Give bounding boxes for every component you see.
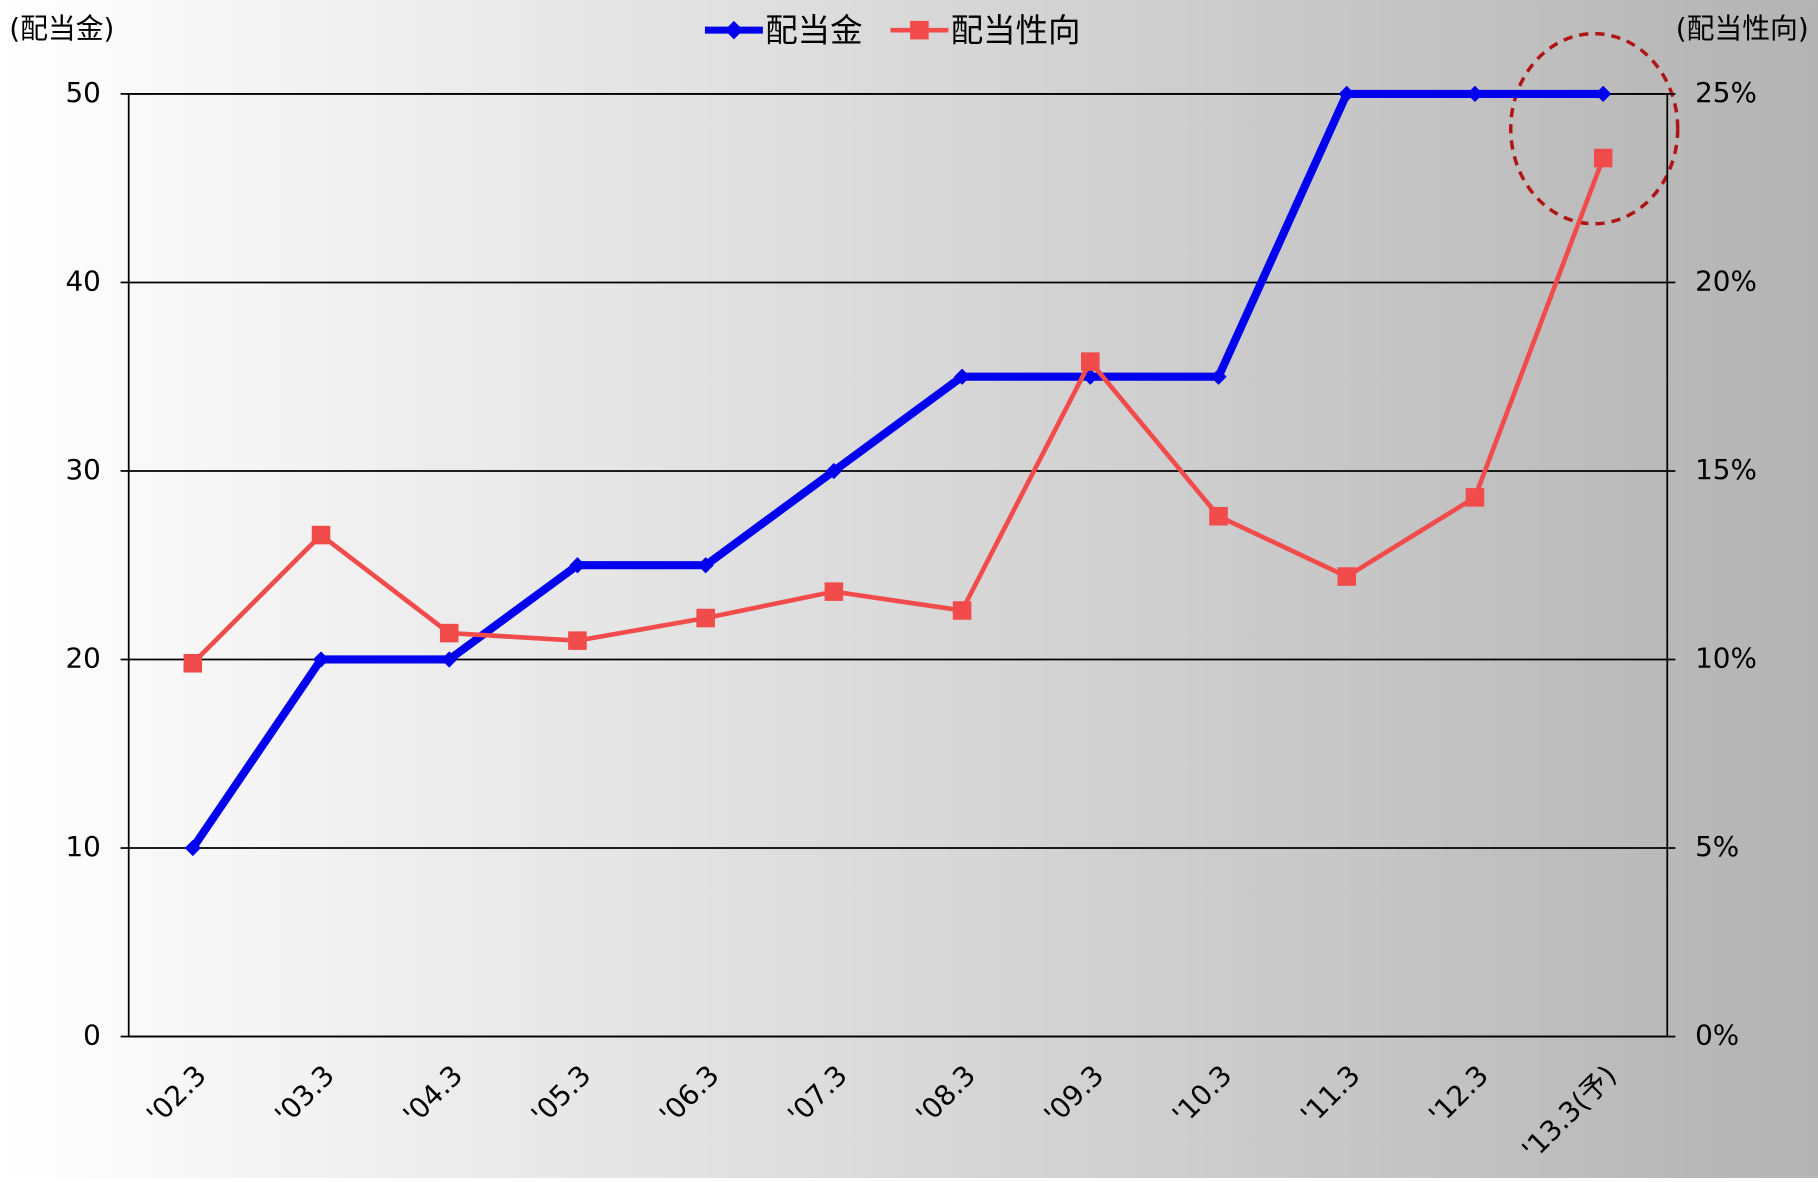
highlight-circle [1509, 31, 1680, 226]
y-tick-label: 10 [65, 830, 100, 863]
data-point [696, 608, 715, 628]
data-point [1338, 85, 1355, 103]
legend-marker [910, 20, 929, 40]
y2-tick-label: 25% [1695, 76, 1757, 109]
y-tick-label: 0 [83, 1019, 101, 1052]
data-point [568, 631, 587, 650]
legend-label: 配当金 [765, 11, 862, 49]
data-point [1593, 148, 1613, 168]
y-tick-label: 20 [65, 641, 100, 674]
data-point [441, 651, 458, 668]
data-point [183, 653, 203, 673]
y2-tick-label: 5% [1695, 830, 1739, 863]
data-point [184, 839, 201, 857]
data-point [952, 601, 972, 620]
y-axis-label: (配当金) [9, 12, 114, 45]
data-point [1465, 488, 1485, 507]
y2-axis-label: (配当性向) [1676, 12, 1809, 45]
y2-tick-label: 0% [1695, 1019, 1739, 1052]
data-point [953, 368, 971, 385]
legend-marker [724, 20, 744, 40]
y2-tick-label: 15% [1695, 453, 1757, 486]
data-point [1466, 85, 1484, 103]
data-point [1595, 85, 1612, 103]
series-line [189, 89, 1604, 851]
y2-tick-label: 20% [1695, 264, 1757, 297]
data-point [697, 557, 714, 574]
data-point [825, 462, 842, 480]
data-point [1081, 352, 1100, 371]
y-tick-label: 40 [65, 264, 100, 297]
data-point [1337, 567, 1357, 586]
y2-tick-label: 10% [1695, 641, 1757, 674]
plot-frame [127, 93, 1669, 1038]
data-point [1209, 506, 1228, 526]
data-point [1210, 368, 1227, 385]
data-point [824, 582, 844, 601]
y-tick-label: 50 [65, 76, 100, 109]
legend-label: 配当性向 [951, 11, 1081, 49]
data-point [312, 651, 330, 668]
series-line [191, 157, 1606, 665]
data-point [569, 557, 586, 574]
data-point [439, 623, 459, 643]
y-tick-label: 30 [65, 453, 100, 486]
data-point [311, 525, 331, 545]
